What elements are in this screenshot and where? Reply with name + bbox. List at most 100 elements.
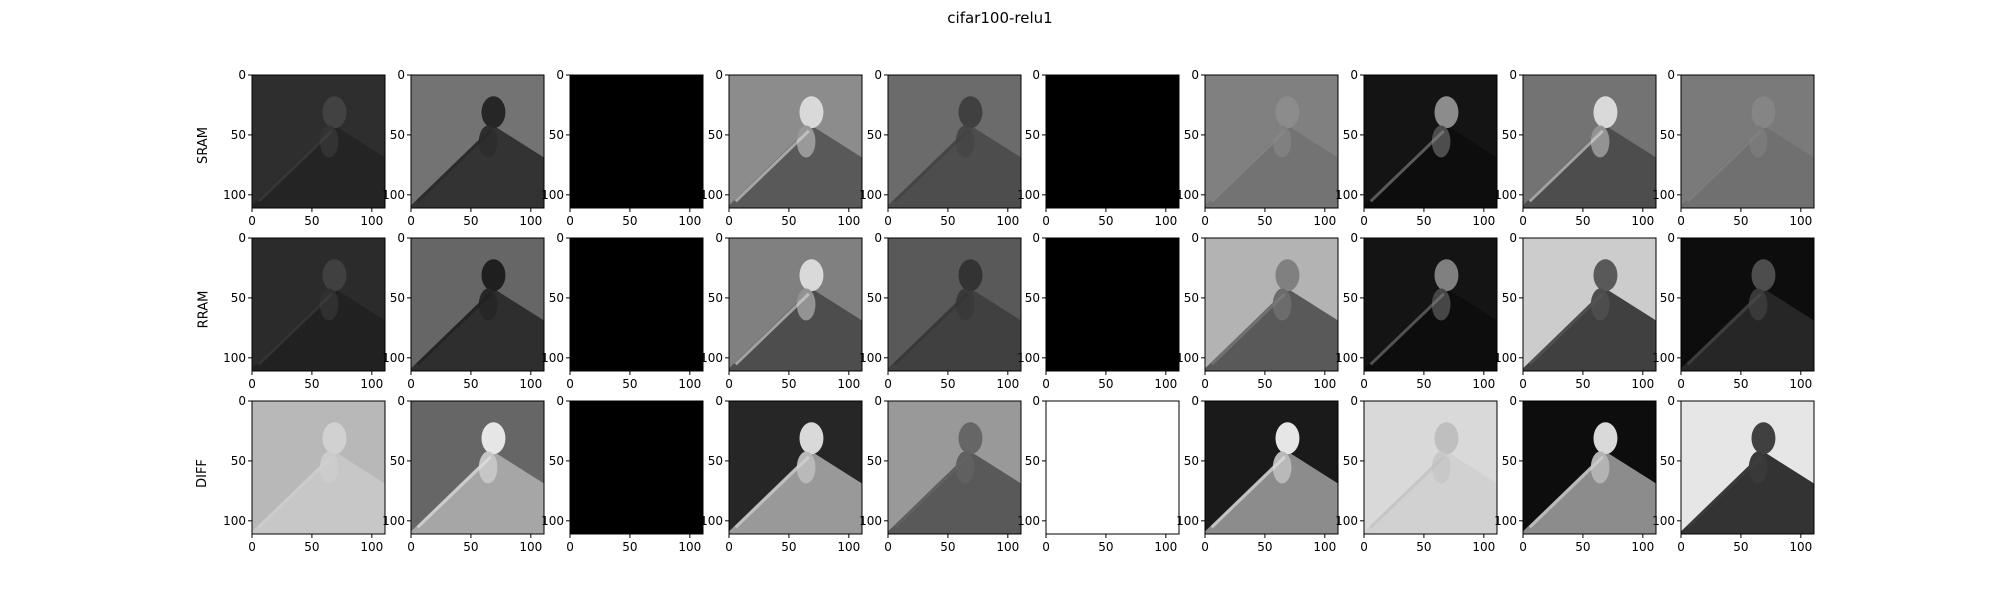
y-tick-label: 100 [382,514,405,528]
y-tick-label: 100 [1017,351,1040,365]
y-tick-label: 0 [715,231,723,245]
x-tick-label: 0 [1360,214,1368,228]
chart-title: cifar100-relu1 [947,9,1053,27]
panel-frame [569,400,704,535]
panel-rram-5: 0 50 100 0 50 100 [859,231,1022,391]
x-tick-label: 0 [566,540,574,554]
x-tick-label: 100 [837,540,860,554]
y-tick-label: 0 [1191,68,1199,82]
panel-sram-2: 0 50 100 0 50 100 [382,68,545,228]
panel-diff-7: 0 50 100 0 50 100 [1176,394,1339,554]
y-tick-label: 50 [1502,128,1517,142]
panel-diff-5: 0 50 100 0 50 100 [859,394,1022,554]
x-tick-label: 100 [996,540,1019,554]
y-tick-label: 50 [867,128,882,142]
panel-frame [1680,400,1815,535]
row-label-sram: SRAM [195,127,211,164]
y-tick-label: 100 [700,188,723,202]
y-tick-label: 0 [1509,394,1517,408]
x-tick-label: 0 [884,214,892,228]
x-tick-label: 100 [1313,214,1336,228]
y-tick-label: 0 [1032,68,1040,82]
x-tick-label: 0 [1042,214,1050,228]
heatmap-image [570,401,703,534]
x-tick-label: 100 [360,214,383,228]
panel-rram-4: 0 50 100 0 50 100 [700,231,863,391]
y-tick-label: 100 [859,514,882,528]
y-tick-label: 0 [1350,231,1358,245]
y-tick-label: 50 [390,291,405,305]
x-tick-label: 50 [1575,214,1590,228]
x-tick-label: 0 [407,540,415,554]
y-tick-label: 0 [1509,68,1517,82]
y-tick-label: 50 [1502,291,1517,305]
y-tick-label: 50 [231,291,246,305]
y-tick-label: 50 [1343,291,1358,305]
x-tick-label: 50 [781,377,796,391]
x-tick-label: 50 [781,540,796,554]
y-tick-label: 100 [541,188,564,202]
x-tick-label: 50 [463,540,478,554]
y-tick-label: 0 [238,231,246,245]
heatmap-image [1364,238,1497,371]
y-tick-label: 50 [231,454,246,468]
y-tick-label: 0 [238,68,246,82]
y-tick-label: 100 [1652,188,1675,202]
x-tick-label: 0 [1519,214,1527,228]
y-tick-label: 50 [549,128,564,142]
heatmap-image [252,401,385,534]
y-tick-label: 0 [1032,231,1040,245]
x-tick-label: 100 [1789,540,1812,554]
y-tick-label: 100 [1176,351,1199,365]
y-tick-label: 0 [1667,68,1675,82]
panel-frame [1363,74,1498,209]
panel-frame [1045,400,1180,535]
y-tick-label: 50 [1184,454,1199,468]
heatmap-image [1523,75,1656,208]
panel-diff-4: 0 50 100 0 50 100 [700,394,863,554]
heatmap-image [1046,238,1179,371]
panel-sram-1: 0 50 100 0 50 100 [223,68,386,228]
x-tick-label: 100 [1472,540,1495,554]
y-tick-label: 50 [1025,454,1040,468]
panel-sram-4: 0 50 100 0 50 100 [700,68,863,228]
heatmap-image [888,401,1021,534]
x-tick-label: 0 [407,214,415,228]
heatmap-image [1046,401,1179,534]
x-tick-label: 100 [1313,540,1336,554]
y-tick-label: 100 [1652,351,1675,365]
y-tick-label: 0 [1350,68,1358,82]
panel-rram-3: 0 50 100 0 50 100 [541,231,704,391]
x-tick-label: 100 [1789,214,1812,228]
x-tick-label: 50 [1416,377,1431,391]
y-tick-label: 100 [1017,514,1040,528]
y-tick-label: 50 [1502,454,1517,468]
heatmap-image [411,401,544,534]
y-tick-label: 50 [549,291,564,305]
panel-rram-10: 0 50 100 0 50 100 [1652,231,1815,391]
y-tick-label: 50 [708,128,723,142]
heatmap-image [1523,401,1656,534]
y-tick-label: 100 [859,351,882,365]
panel-frame [1522,74,1657,209]
panel-diff-10: 0 50 100 0 50 100 [1652,394,1815,554]
x-tick-label: 50 [622,214,637,228]
panel-rram-1: 0 50 100 0 50 100 [223,231,386,391]
x-tick-label: 50 [304,540,319,554]
y-tick-label: 0 [1032,394,1040,408]
panel-frame [251,237,386,372]
heatmap-image [570,75,703,208]
y-tick-label: 50 [1025,291,1040,305]
panel-rram-9: 0 50 100 0 50 100 [1494,231,1657,391]
panel-diff-2: 0 50 100 0 50 100 [382,394,545,554]
heatmap-image [729,75,862,208]
x-tick-label: 0 [1042,540,1050,554]
x-tick-label: 0 [1360,377,1368,391]
y-tick-label: 50 [549,454,564,468]
x-tick-label: 100 [996,214,1019,228]
x-tick-label: 100 [1789,377,1812,391]
x-tick-label: 50 [1098,214,1113,228]
y-tick-label: 50 [1025,128,1040,142]
heatmap-image [888,75,1021,208]
